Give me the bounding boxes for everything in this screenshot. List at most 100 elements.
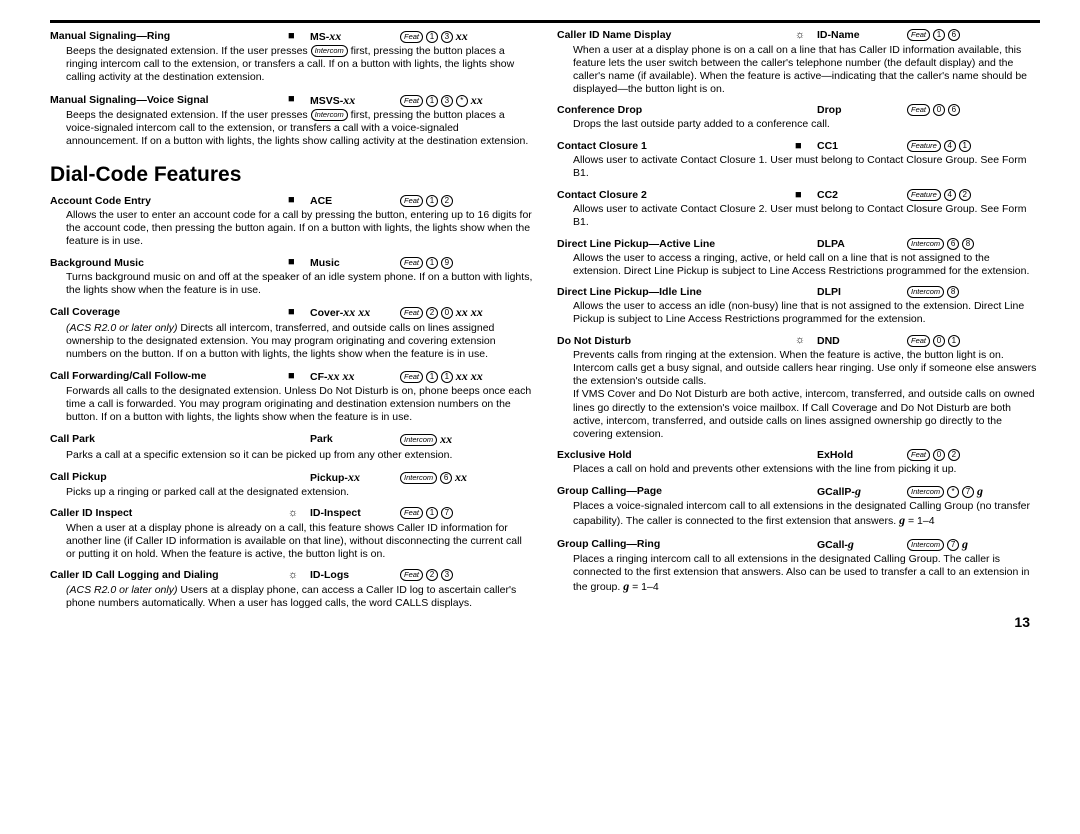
feature-entry: Contact Closure 2 ■ CC2 Feature 4 2 Allo… — [557, 189, 1040, 230]
feature-short: ACE — [310, 195, 400, 208]
feature-icon: ■ — [288, 256, 310, 270]
feature-entry: Group Calling—Page GCallP-g Intercom * 7… — [557, 484, 1040, 528]
feature-entry: Call Coverage ■ Cover-xx xx Feat 2 0 xx … — [50, 305, 533, 361]
feature-sequence: Feat 0 2 — [907, 449, 1040, 462]
feature-short: ID-Logs — [310, 569, 400, 582]
feature-short: GCall-g — [817, 537, 907, 552]
feature-short: ID-Inspect — [310, 507, 400, 520]
feature-entry: Call Pickup Pickup-xx Intercom 6 xx Pick… — [50, 470, 533, 499]
feature-entry: Caller ID Name Display ☼ ID-Name Feat 1 … — [557, 29, 1040, 96]
left-column: Manual Signaling—Ring ■ MS-xx Feat 1 3 x… — [50, 29, 533, 618]
feature-header: Contact Closure 2 ■ CC2 Feature 4 2 — [557, 189, 1040, 203]
feature-icon: ☼ — [795, 334, 817, 348]
feature-sequence: Feat 2 3 — [400, 569, 533, 582]
feature-short: CF-xx xx — [310, 369, 400, 384]
feature-sequence: Feature 4 1 — [907, 140, 1040, 153]
feature-entry: Direct Line Pickup—Idle Line DLPI Interc… — [557, 286, 1040, 326]
feature-description: Allows user to activate Contact Closure … — [573, 203, 1040, 229]
feature-header: Conference Drop Drop Feat 0 6 — [557, 104, 1040, 117]
feature-name: Caller ID Name Display — [557, 29, 795, 42]
feature-entry: Group Calling—Ring GCall-g Intercom 7 g … — [557, 537, 1040, 595]
feature-description: Beeps the designated extension. If the u… — [66, 109, 533, 148]
feature-name: Background Music — [50, 257, 288, 270]
feature-name: Manual Signaling—Ring — [50, 30, 288, 43]
feature-name: Account Code Entry — [50, 195, 288, 208]
feature-name: Group Calling—Page — [557, 485, 795, 498]
feature-description: Drops the last outside party added to a … — [573, 118, 1040, 131]
feature-header: Exclusive Hold ExHold Feat 0 2 — [557, 449, 1040, 462]
feature-icon: ■ — [795, 140, 817, 154]
feature-icon: ■ — [288, 370, 310, 384]
feature-entry: Do Not Disturb ☼ DND Feat 0 1 Prevents c… — [557, 334, 1040, 441]
feature-name: Call Pickup — [50, 471, 288, 484]
feature-header: Call Coverage ■ Cover-xx xx Feat 2 0 xx … — [50, 305, 533, 320]
feature-sequence: Intercom 6 8 — [907, 238, 1040, 251]
feature-sequence: Feat 0 1 — [907, 335, 1040, 348]
feature-description: Turns background music on and off at the… — [66, 271, 533, 297]
feature-header: Call Forwarding/Call Follow-me ■ CF-xx x… — [50, 369, 533, 384]
feature-entry: Manual Signaling—Voice Signal ■ MSVS-xx … — [50, 93, 533, 149]
page-number: 13 — [1014, 614, 1030, 630]
feature-entry: Caller ID Call Logging and Dialing ☼ ID-… — [50, 569, 533, 610]
feature-description: Places a ringing intercom call to all ex… — [573, 553, 1040, 594]
feature-header: Manual Signaling—Ring ■ MS-xx Feat 1 3 x… — [50, 29, 533, 44]
feature-entry: Background Music ■ Music Feat 1 9 Turns … — [50, 256, 533, 297]
feature-short: ID-Name — [817, 29, 907, 42]
feature-description: Picks up a ringing or parked call at the… — [66, 486, 533, 499]
feature-name: Contact Closure 1 — [557, 140, 795, 153]
feature-name: Contact Closure 2 — [557, 189, 795, 202]
feature-sequence: Intercom 8 — [907, 286, 1040, 299]
feature-short: ExHold — [817, 449, 907, 462]
feature-icon: ■ — [288, 93, 310, 107]
feature-name: Do Not Disturb — [557, 335, 795, 348]
feature-short: Park — [310, 433, 400, 446]
feature-header: Caller ID Inspect ☼ ID-Inspect Feat 1 7 — [50, 507, 533, 521]
feature-short: CC2 — [817, 189, 907, 202]
feature-description: (ACS R2.0 or later only) Users at a disp… — [66, 584, 533, 610]
feature-description: Places a call on hold and prevents other… — [573, 463, 1040, 476]
feature-icon: ■ — [795, 189, 817, 203]
feature-entry: Contact Closure 1 ■ CC1 Feature 4 1 Allo… — [557, 140, 1040, 181]
feature-icon: ☼ — [288, 569, 310, 583]
feature-short: Music — [310, 257, 400, 270]
feature-short: DND — [817, 335, 907, 348]
feature-sequence: Feat 1 1 xx xx — [400, 369, 533, 384]
feature-short: MS-xx — [310, 29, 400, 44]
feature-description: Allows the user to enter an account code… — [66, 209, 533, 248]
feature-sequence: Intercom * 7 g — [907, 484, 1040, 499]
feature-icon: ■ — [288, 306, 310, 320]
feature-sequence: Feat 1 2 — [400, 195, 533, 208]
feature-icon: ☼ — [288, 507, 310, 521]
feature-description: Forwards all calls to the designated ext… — [66, 385, 533, 424]
feature-header: Call Pickup Pickup-xx Intercom 6 xx — [50, 470, 533, 485]
feature-name: Direct Line Pickup—Active Line — [557, 238, 795, 251]
feature-sequence: Feat 1 3 * xx — [400, 93, 533, 108]
feature-header: Caller ID Name Display ☼ ID-Name Feat 1 … — [557, 29, 1040, 43]
feature-description: When a user at a display phone is on a c… — [573, 44, 1040, 97]
feature-name: Exclusive Hold — [557, 449, 795, 462]
feature-description: Parks a call at a specific extension so … — [66, 449, 533, 462]
feature-header: Background Music ■ Music Feat 1 9 — [50, 256, 533, 270]
page-container: Manual Signaling—Ring ■ MS-xx Feat 1 3 x… — [0, 0, 1080, 638]
feature-short: DLPA — [817, 238, 907, 251]
feature-sequence: Feat 1 7 — [400, 507, 533, 520]
feature-header: Direct Line Pickup—Idle Line DLPI Interc… — [557, 286, 1040, 299]
feature-header: Contact Closure 1 ■ CC1 Feature 4 1 — [557, 140, 1040, 154]
feature-description: Beeps the designated extension. If the u… — [66, 45, 533, 84]
feature-header: Call Park Park Intercom xx — [50, 432, 533, 447]
feature-sequence: Feature 4 2 — [907, 189, 1040, 202]
top-rule — [50, 20, 1040, 23]
feature-header: Caller ID Call Logging and Dialing ☼ ID-… — [50, 569, 533, 583]
feature-name: Group Calling—Ring — [557, 538, 795, 551]
feature-header: Direct Line Pickup—Active Line DLPA Inte… — [557, 238, 1040, 251]
feature-name: Direct Line Pickup—Idle Line — [557, 286, 795, 299]
feature-sequence: Feat 1 9 — [400, 257, 533, 270]
feature-short: MSVS-xx — [310, 93, 400, 108]
two-columns: Manual Signaling—Ring ■ MS-xx Feat 1 3 x… — [50, 29, 1040, 618]
feature-sequence: Feat 1 3 xx — [400, 29, 533, 44]
feature-icon: ■ — [288, 30, 310, 44]
right-column: Caller ID Name Display ☼ ID-Name Feat 1 … — [557, 29, 1040, 618]
feature-short: Pickup-xx — [310, 470, 400, 485]
feature-entry: Conference Drop Drop Feat 0 6 Drops the … — [557, 104, 1040, 131]
feature-sequence: Feat 2 0 xx xx — [400, 305, 533, 320]
